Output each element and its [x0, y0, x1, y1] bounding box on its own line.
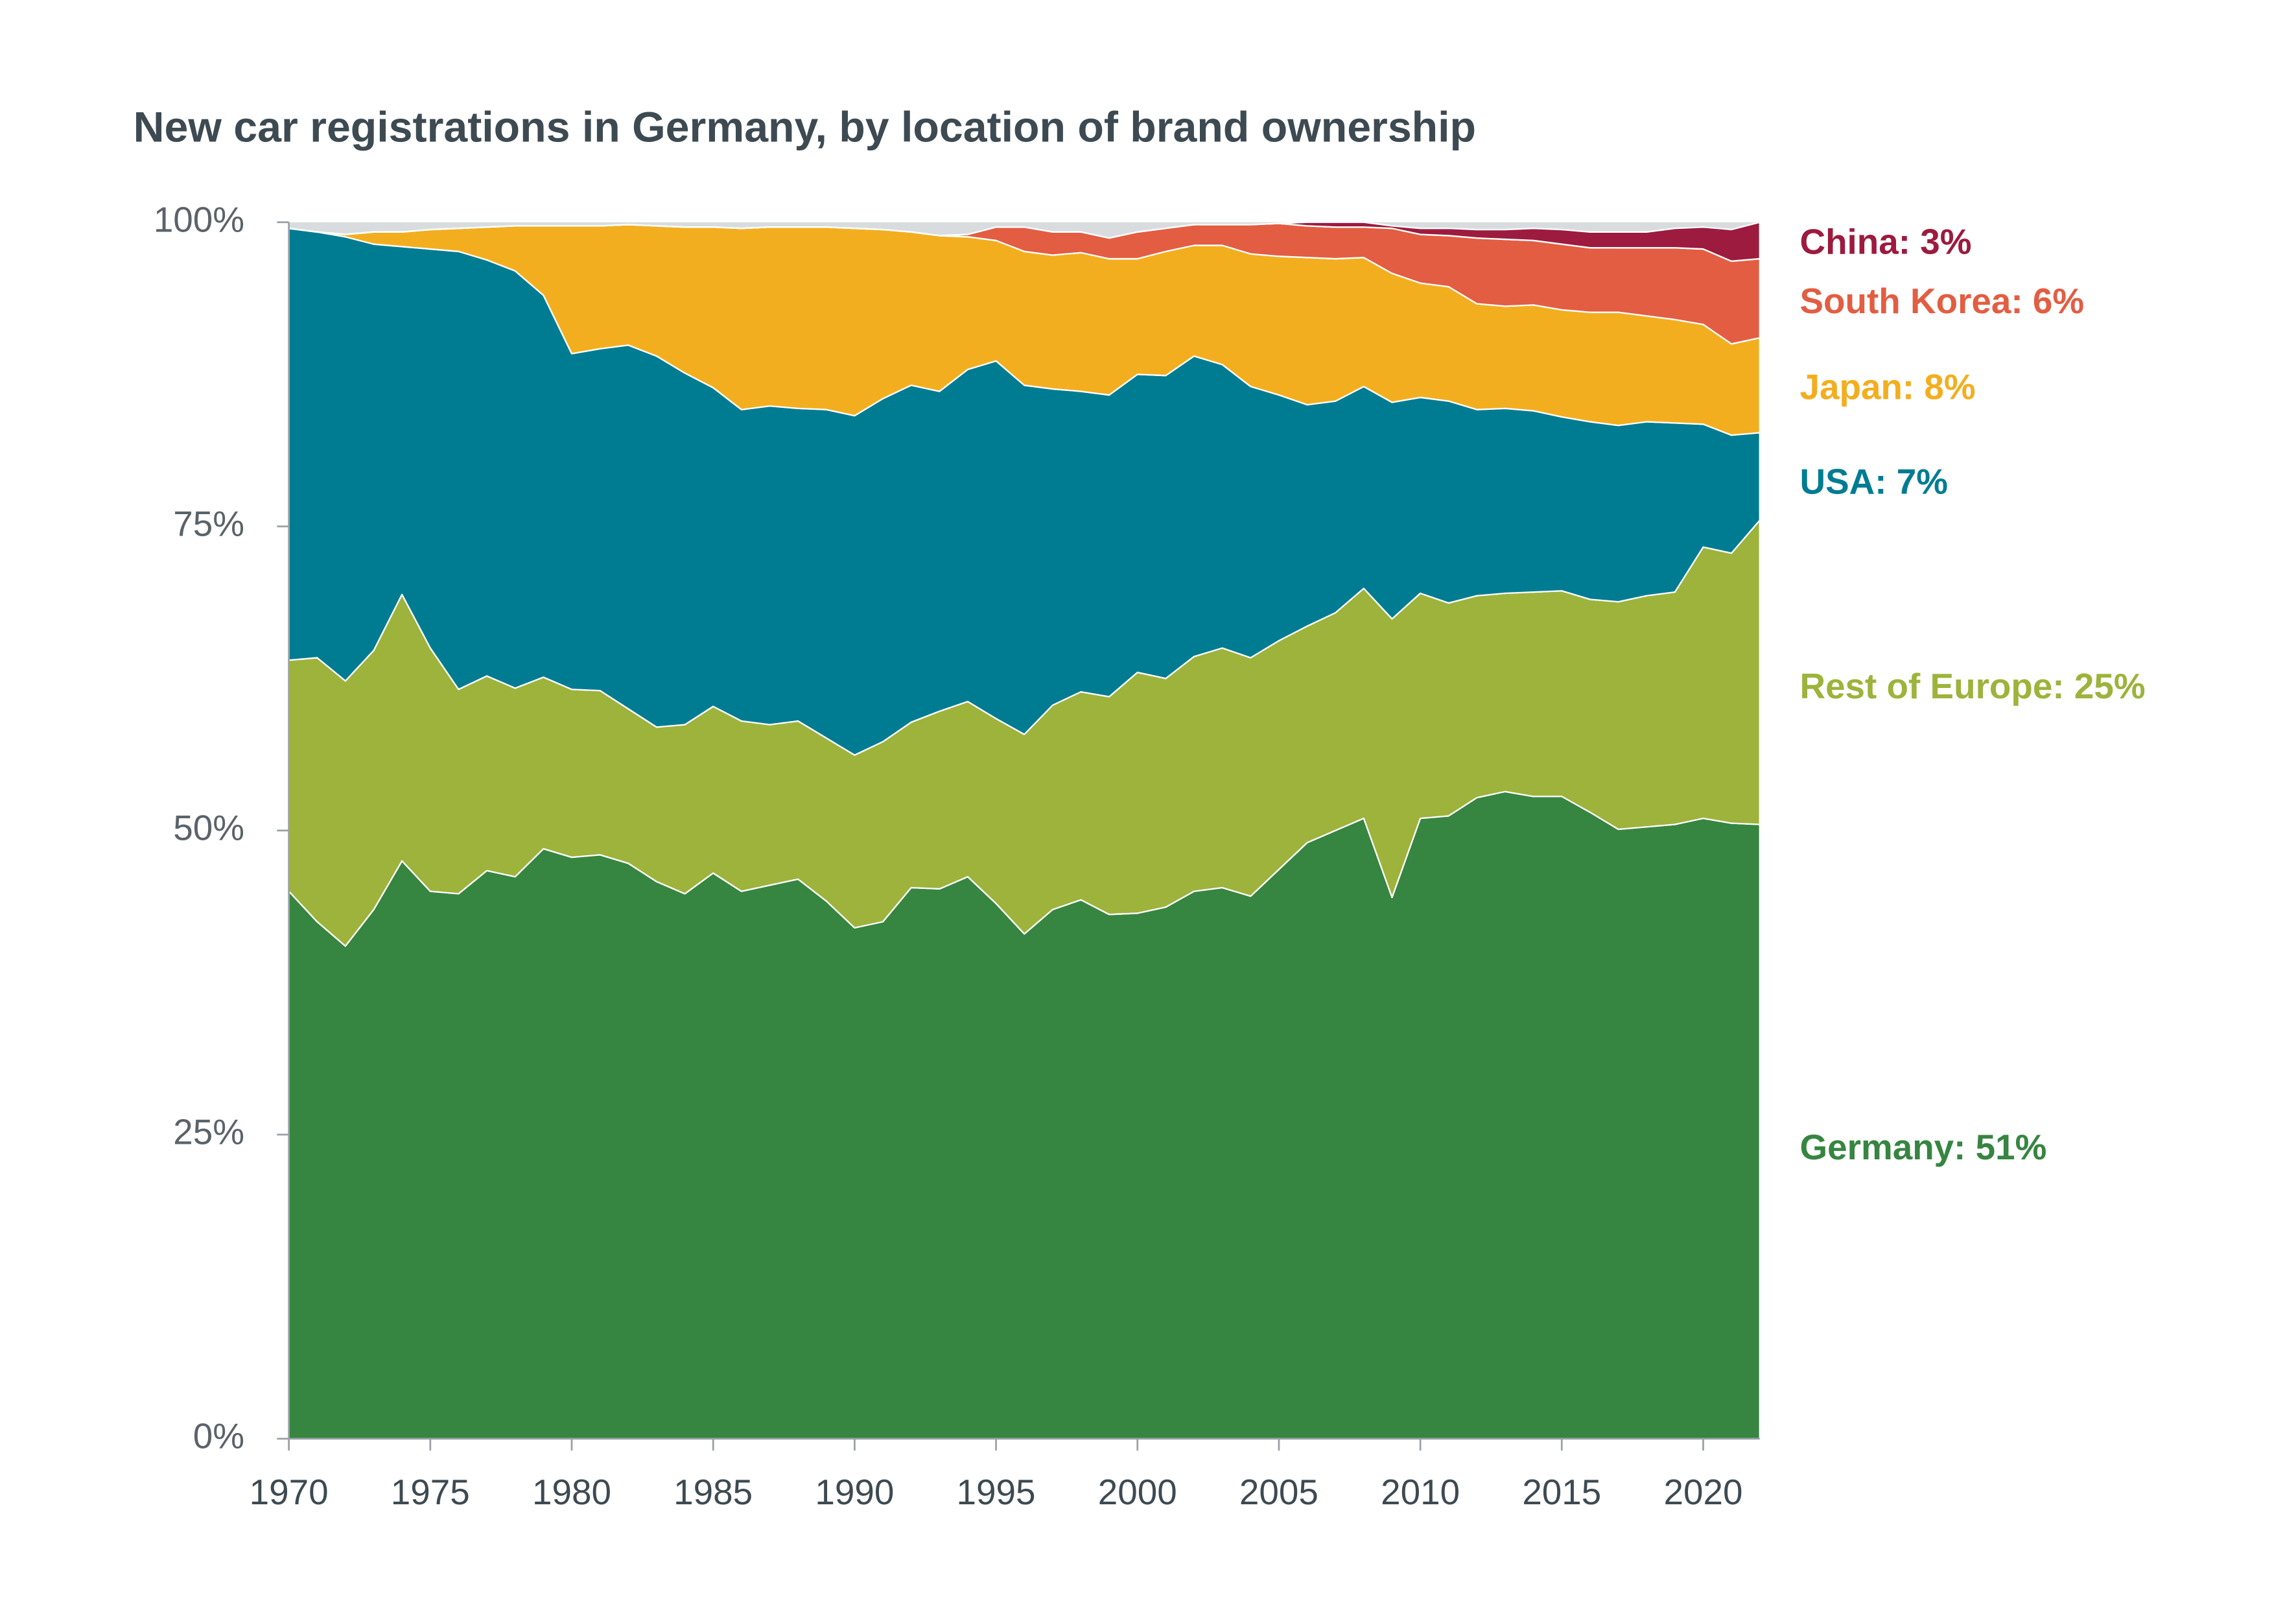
- series-label: Japan: 8%: [1799, 366, 1975, 407]
- x-tick-label: 1995: [957, 1472, 1036, 1512]
- y-tick-label: 100%: [154, 199, 244, 239]
- series-label: South Korea: 6%: [1799, 281, 2084, 321]
- area: [288, 221, 1761, 262]
- y-tick-label: 50%: [173, 807, 244, 847]
- x-tick-label: 2005: [1239, 1472, 1318, 1512]
- x-tick-label: 1980: [532, 1472, 611, 1512]
- series-label: Rest of Europe: 25%: [1799, 666, 2145, 706]
- y-tick-label: 0%: [193, 1415, 244, 1456]
- chart-title: New car registrations in Germany, by loc…: [134, 104, 1476, 152]
- series-label: China: 3%: [1799, 222, 1971, 262]
- x-tick-label: 1985: [674, 1472, 753, 1512]
- y-tick-label: 25%: [173, 1111, 244, 1152]
- x-tick-label: 2000: [1098, 1472, 1177, 1512]
- x-tick-label: 1990: [815, 1472, 894, 1512]
- x-tick-label: 2020: [1664, 1472, 1743, 1512]
- x-tick-label: 1975: [391, 1472, 470, 1512]
- y-tick-label: 75%: [173, 503, 244, 543]
- x-tick-label: 2015: [1522, 1472, 1601, 1512]
- series-label: USA: 7%: [1799, 462, 1948, 502]
- x-tick-label: 2010: [1381, 1472, 1460, 1512]
- x-tick-label: 1970: [250, 1472, 329, 1512]
- series-label: Germany: 51%: [1799, 1127, 2046, 1167]
